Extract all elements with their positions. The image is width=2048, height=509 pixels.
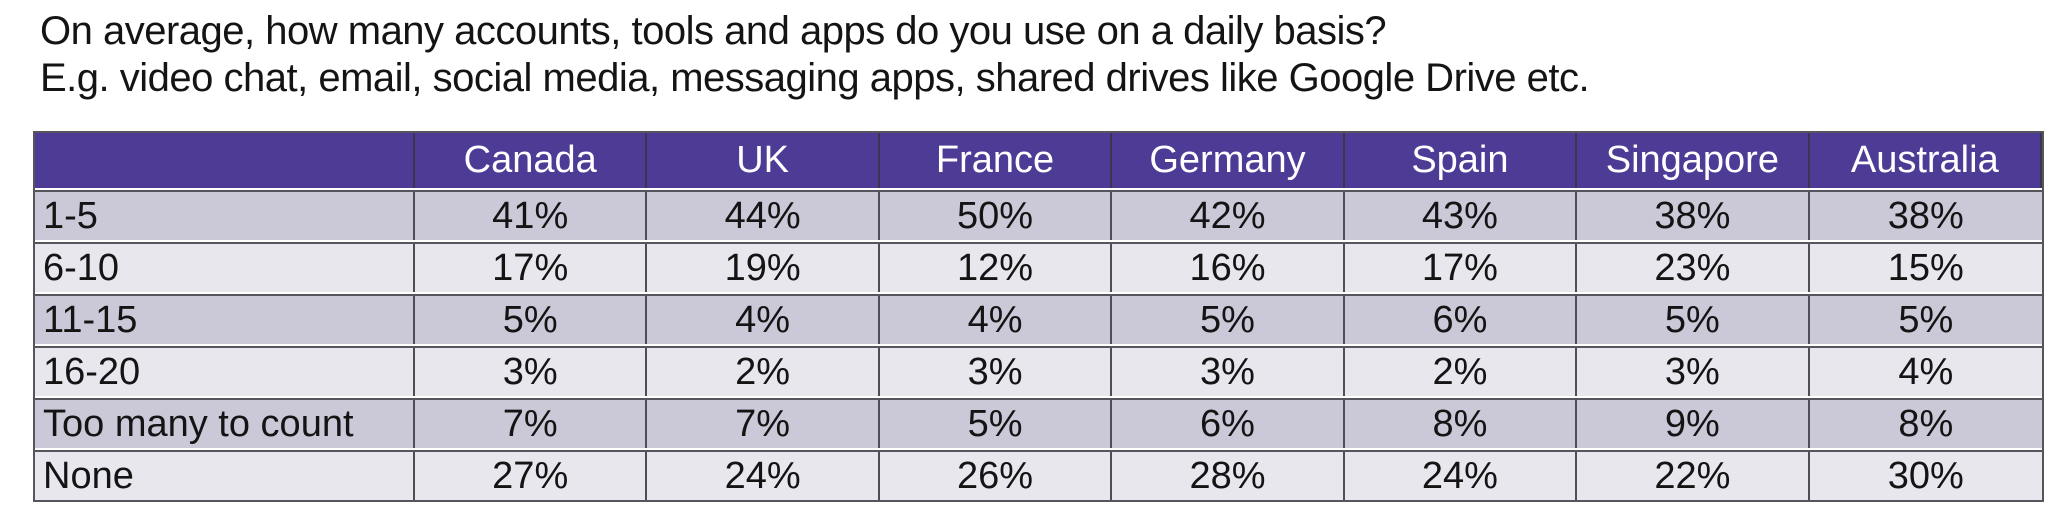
table-cell: 7% (647, 400, 880, 448)
table-cell: 26% (880, 452, 1113, 500)
column-header-france: France (880, 133, 1113, 188)
column-header-spain: Spain (1345, 133, 1578, 188)
table-cell: 5% (1898, 298, 1954, 341)
table-cell: 3% (880, 348, 1113, 396)
table-cell: 17% (1345, 244, 1578, 292)
table-cell: 41% (415, 192, 648, 240)
table-header-row: Canada UK France Germany Spain Singapore… (35, 133, 2042, 188)
table-cell: 28% (1112, 452, 1345, 500)
table-row-6-10: 6-10 17% 19% 12% 16% 17% 23% 15% (35, 242, 2042, 292)
table-cell: 4% (647, 296, 880, 344)
table-cell: 43% (1345, 192, 1578, 240)
column-header-germany: Germany (1112, 133, 1345, 188)
table-row-1-5: 1-5 41% 44% 50% 42% 43% 38% 38% (35, 190, 2042, 240)
table-cell: 4% (1898, 350, 1954, 393)
column-header-australia: Australia (1810, 133, 2042, 188)
row-label: 11-15 (35, 296, 415, 344)
table-cell: 5% (880, 400, 1113, 448)
table-cell: 30% (1887, 454, 1964, 497)
table-row-16-20: 16-20 3% 2% 3% 3% 2% 3% 4% (35, 346, 2042, 396)
row-label: 6-10 (35, 244, 415, 292)
table-cell: 15% (1887, 246, 1964, 289)
corner-cell (35, 133, 415, 188)
table-cell: 2% (1345, 348, 1578, 396)
table-cell: 38% (1577, 192, 1810, 240)
row-label: None (35, 452, 415, 500)
table-cell: 38% (1887, 194, 1964, 237)
table-cell: 9% (1577, 400, 1810, 448)
row-label: Too many to count (35, 400, 415, 448)
table-cell: 3% (1577, 348, 1810, 396)
table-row-11-15: 11-15 5% 4% 4% 5% 6% 5% 5% (35, 294, 2042, 344)
table-cell: 16% (1112, 244, 1345, 292)
survey-table: Canada UK France Germany Spain Singapore… (33, 131, 2044, 502)
table-cell: 24% (1345, 452, 1578, 500)
table-cell: 5% (1577, 296, 1810, 344)
table-cell: 27% (415, 452, 648, 500)
table-cell: 7% (415, 400, 648, 448)
question-line-2: E.g. video chat, email, social media, me… (40, 56, 1590, 100)
table-row-too-many: Too many to count 7% 7% 5% 6% 8% 9% 8% (35, 398, 2042, 448)
table-cell: 3% (1112, 348, 1345, 396)
table-cell: 8% (1898, 402, 1954, 445)
table-cell: 5% (415, 296, 648, 344)
table-cell: 24% (647, 452, 880, 500)
table-row-none: None 27% 24% 26% 28% 24% 22% 30% (35, 450, 2042, 500)
question-line-1: On average, how many accounts, tools and… (40, 9, 1387, 53)
column-header-canada: Canada (415, 133, 648, 188)
table-body: 1-5 41% 44% 50% 42% 43% 38% 38% 6-10 17%… (35, 190, 2042, 500)
table-cell: 19% (647, 244, 880, 292)
table-cell: 6% (1112, 400, 1345, 448)
table-cell: 8% (1345, 400, 1578, 448)
table-cell: 4% (880, 296, 1113, 344)
table-cell: 42% (1112, 192, 1345, 240)
question-title: On average, how many accounts, tools and… (40, 8, 1590, 102)
table-cell: 5% (1112, 296, 1345, 344)
table-cell: 6% (1345, 296, 1578, 344)
table-cell: 12% (880, 244, 1113, 292)
table-cell: 22% (1577, 452, 1810, 500)
table-cell: 44% (647, 192, 880, 240)
table-cell: 50% (880, 192, 1113, 240)
row-label: 16-20 (35, 348, 415, 396)
table-cell: 2% (647, 348, 880, 396)
table-cell: 17% (415, 244, 648, 292)
row-label: 1-5 (35, 192, 415, 240)
column-header-singapore: Singapore (1577, 133, 1810, 188)
table-cell: 3% (415, 348, 648, 396)
column-header-uk: UK (647, 133, 880, 188)
table-cell: 23% (1577, 244, 1810, 292)
